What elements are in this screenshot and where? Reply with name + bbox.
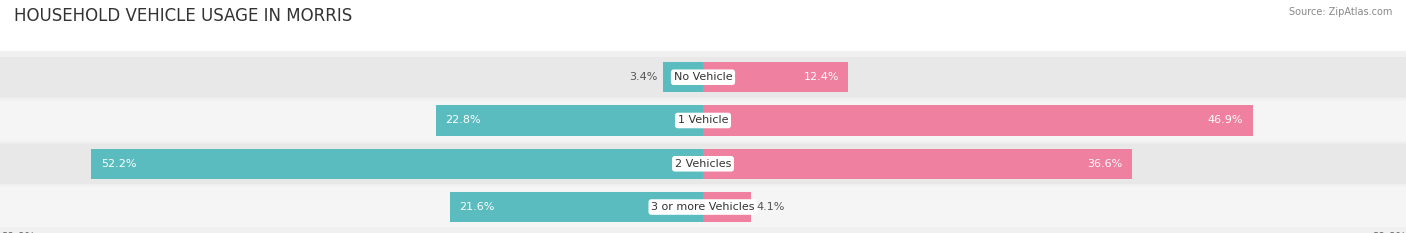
Bar bbox=[703, 192, 751, 222]
Bar bbox=[436, 105, 703, 136]
FancyBboxPatch shape bbox=[0, 57, 1406, 98]
Text: 1 Vehicle: 1 Vehicle bbox=[678, 116, 728, 126]
Text: 36.6%: 36.6% bbox=[1087, 159, 1122, 169]
Text: HOUSEHOLD VEHICLE USAGE IN MORRIS: HOUSEHOLD VEHICLE USAGE IN MORRIS bbox=[14, 7, 353, 25]
Text: 3 or more Vehicles: 3 or more Vehicles bbox=[651, 202, 755, 212]
Text: 46.9%: 46.9% bbox=[1208, 116, 1243, 126]
Text: 21.6%: 21.6% bbox=[460, 202, 495, 212]
FancyBboxPatch shape bbox=[0, 100, 1406, 141]
Bar bbox=[450, 192, 703, 222]
Text: 2 Vehicles: 2 Vehicles bbox=[675, 159, 731, 169]
Text: No Vehicle: No Vehicle bbox=[673, 72, 733, 82]
Text: Source: ZipAtlas.com: Source: ZipAtlas.com bbox=[1288, 7, 1392, 17]
FancyBboxPatch shape bbox=[0, 187, 1406, 227]
FancyBboxPatch shape bbox=[0, 144, 1406, 184]
Bar bbox=[703, 105, 1253, 136]
Bar bbox=[91, 149, 703, 179]
Text: 52.2%: 52.2% bbox=[101, 159, 136, 169]
Text: 3.4%: 3.4% bbox=[628, 72, 657, 82]
Text: 4.1%: 4.1% bbox=[756, 202, 786, 212]
Bar bbox=[664, 62, 703, 92]
Text: 60.0%: 60.0% bbox=[0, 232, 35, 233]
Text: 60.0%: 60.0% bbox=[1371, 232, 1406, 233]
Bar bbox=[703, 149, 1132, 179]
Bar bbox=[703, 62, 848, 92]
Text: 12.4%: 12.4% bbox=[803, 72, 839, 82]
Text: 22.8%: 22.8% bbox=[446, 116, 481, 126]
